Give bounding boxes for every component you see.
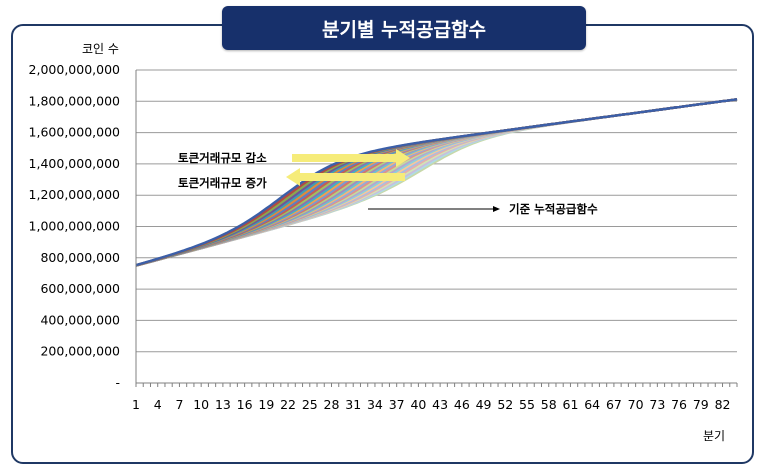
x-axis-label: 분기 [703, 429, 725, 443]
x-tick-labels: 1 4 7 10 13 16 19 22 25 28 31 34 37 40 43 46 49 52 55 58 61 6… [132, 397, 730, 412]
x-tick-label: 7 [175, 397, 183, 412]
baseline-pointer-head [493, 206, 500, 212]
y-tick-label: 1,200,000,000 [29, 187, 120, 202]
x-tick-label: 49 [476, 397, 492, 412]
x-tick-label: 82 [715, 397, 731, 412]
annotation-group: 토큰거래규모 감소 토큰거래규모 증가 기준 누적공급함수 [178, 149, 598, 216]
x-tick-label: 70 [628, 397, 644, 412]
y-tick-labels: - 200,000,000 400,000,000 600,000,000 800,00… [29, 62, 120, 390]
x-tick-label: 19 [258, 397, 274, 412]
x-tick-label: 61 [563, 397, 579, 412]
annotation-baseline: 기준 누적공급함수 [509, 202, 598, 216]
x-tick-label: 37 [389, 397, 405, 412]
y-tick-label: 1,600,000,000 [29, 125, 120, 140]
series-line [135, 98, 738, 267]
y-tick-label: 200,000,000 [40, 344, 120, 359]
x-tick-label: 4 [154, 397, 162, 412]
x-tick-label: 67 [606, 397, 622, 412]
grid-lines [136, 69, 737, 353]
y-tick-label: 600,000,000 [40, 281, 120, 296]
chart-frame [11, 24, 754, 464]
annotation-decrease: 토큰거래규모 감소 [178, 151, 267, 165]
axes [135, 70, 738, 387]
series-lines [135, 98, 738, 267]
y-tick-label: 1,000,000,000 [29, 219, 120, 234]
y-axis-label: 코인 수 [82, 42, 119, 56]
x-tick-label: 31 [345, 397, 361, 412]
x-tick-label: 10 [193, 397, 209, 412]
x-tick-label: 46 [454, 397, 470, 412]
x-tick-label: 73 [649, 397, 665, 412]
x-tick-label: 34 [367, 397, 383, 412]
x-tick-label: 1 [132, 397, 140, 412]
x-tick-label: 22 [280, 397, 296, 412]
arrow-increase [286, 168, 405, 186]
y-tick-label: 2,000,000,000 [29, 62, 120, 77]
x-tick-label: 79 [693, 397, 709, 412]
x-tick-label: 55 [519, 397, 535, 412]
x-tick-label: 25 [302, 397, 318, 412]
x-tick-label: 13 [215, 397, 231, 412]
y-tick-label: 1,800,000,000 [29, 93, 120, 108]
x-tick-label: 64 [584, 397, 600, 412]
x-tick-label: 16 [237, 397, 253, 412]
y-tick-label: - [115, 375, 120, 390]
y-tick-label: 400,000,000 [40, 312, 120, 327]
x-tick-label: 76 [671, 397, 687, 412]
x-tick-label: 52 [497, 397, 513, 412]
annotation-increase: 토큰거래규모 증가 [178, 176, 267, 190]
y-tick-label: 800,000,000 [40, 250, 120, 265]
x-tick-label: 40 [410, 397, 426, 412]
chart-title: 분기별 누적공급함수 [222, 6, 586, 50]
x-tick-label: 28 [324, 397, 340, 412]
arrow-decrease [292, 149, 410, 167]
x-tick-label: 43 [432, 397, 448, 412]
x-tick-label: 58 [541, 397, 557, 412]
y-tick-label: 1,400,000,000 [29, 156, 120, 171]
